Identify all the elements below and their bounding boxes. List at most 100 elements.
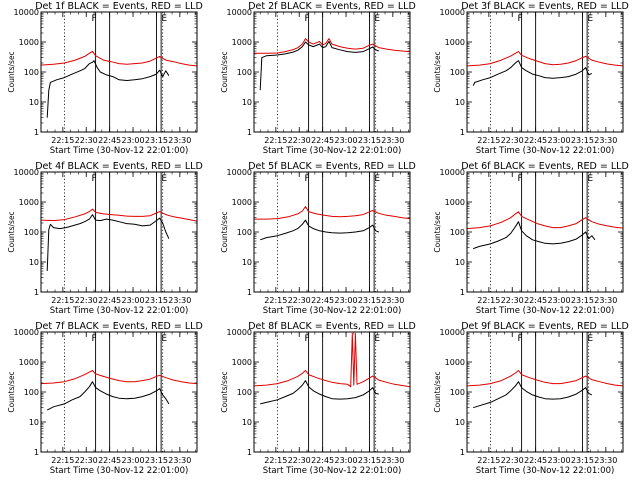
marker-label: F <box>517 174 522 184</box>
x-axis-label: Start Time (30-Nov-12 22:01:00) <box>50 146 189 156</box>
panel-title: Det 5f BLACK = Events, RED = LLD <box>248 161 416 172</box>
y-tick-label: 10 <box>455 258 465 267</box>
y-tick-label: 1000 <box>19 198 39 207</box>
y-tick-label: 1 <box>247 288 252 297</box>
y-tick-label: 100 <box>24 228 39 237</box>
detector-panel-5: Det 5f BLACK = Events, RED = LLD Counts/s… <box>220 161 416 316</box>
x-tick-label: 22:45 <box>311 456 334 465</box>
y-tick-label: 1000 <box>445 38 465 47</box>
x-axis-label: Start Time (30-Nov-12 22:01:00) <box>476 146 615 156</box>
y-tick-label: 10000 <box>227 168 252 177</box>
plot-frame <box>40 331 198 453</box>
plot-frame <box>253 171 411 293</box>
y-axis-label: Counts/sec <box>220 211 229 252</box>
y-tick-label: 10 <box>242 258 252 267</box>
y-tick-label: 100 <box>24 388 39 397</box>
y-axis-label: Counts/sec <box>7 371 16 412</box>
x-axis-label: Start Time (30-Nov-12 22:01:00) <box>263 146 402 156</box>
panel-title: Det 4f BLACK = Events, RED = LLD <box>35 161 203 172</box>
x-tick-label: 22:15 <box>51 296 74 305</box>
x-tick-label: 22:15 <box>264 136 287 145</box>
series-line-events <box>260 219 379 241</box>
series-line-lld <box>466 370 624 387</box>
x-axis-label: Start Time (30-Nov-12 22:01:00) <box>263 466 402 476</box>
y-tick-label: 1000 <box>232 38 252 47</box>
x-tick-label: 22:15 <box>477 456 500 465</box>
x-tick-label: 22:45 <box>98 296 121 305</box>
series-line-events <box>473 221 596 250</box>
x-tick-label: 23:30 <box>381 136 404 145</box>
y-axis-label: Counts/sec <box>433 51 442 92</box>
plot-frame <box>253 331 411 453</box>
x-tick-label: 23:30 <box>594 296 617 305</box>
y-tick-label: 10000 <box>14 8 39 17</box>
y-tick-label: 100 <box>450 228 465 237</box>
x-tick-label: 22:45 <box>311 296 334 305</box>
y-axis-label: Counts/sec <box>7 211 16 252</box>
y-tick-label: 1 <box>247 448 252 457</box>
series-line-lld <box>254 206 411 220</box>
x-tick-label: 22:15 <box>264 296 287 305</box>
x-tick-label: 22:30 <box>75 456 98 465</box>
marker-label: F <box>91 14 96 24</box>
y-tick-label: 1 <box>460 448 465 457</box>
x-tick-label: 23:00 <box>335 456 358 465</box>
x-tick-label: 23:15 <box>145 136 168 145</box>
y-tick-label: 1 <box>247 128 252 137</box>
y-tick-label: 10000 <box>14 328 39 337</box>
x-tick-label: 23:30 <box>381 296 404 305</box>
series-line-lld <box>253 332 411 388</box>
marker-label: E <box>374 174 380 184</box>
panel-title: Det 3f BLACK = Events, RED = LLD <box>461 1 629 12</box>
x-axis-label: Start Time (30-Nov-12 22:01:00) <box>476 306 615 316</box>
y-axis-label: Counts/sec <box>220 51 229 92</box>
x-tick-label: 23:30 <box>168 456 191 465</box>
panel-title: Det 8f BLACK = Events, RED = LLD <box>248 321 416 332</box>
y-tick-label: 10 <box>455 98 465 107</box>
x-tick-label: 23:00 <box>122 456 145 465</box>
x-tick-label: 23:00 <box>548 456 571 465</box>
detector-panel-2: Det 2f BLACK = Events, RED = LLD Counts/s… <box>220 1 416 156</box>
x-tick-label: 23:00 <box>122 296 145 305</box>
series-line-events <box>472 60 593 86</box>
y-tick-label: 10 <box>455 418 465 427</box>
panel-title: Det 2f BLACK = Events, RED = LLD <box>248 1 416 12</box>
x-tick-label: 22:45 <box>311 136 334 145</box>
x-tick-label: 22:45 <box>98 456 121 465</box>
series-line-events <box>46 381 170 411</box>
series-line-lld <box>466 51 624 67</box>
x-tick-label: 22:30 <box>288 456 311 465</box>
series-line-events <box>473 381 593 409</box>
series-line-lld <box>40 370 198 385</box>
x-tick-label: 22:30 <box>75 296 98 305</box>
y-tick-label: 1000 <box>232 198 252 207</box>
y-tick-label: 1 <box>34 448 39 457</box>
x-tick-label: 22:15 <box>477 296 500 305</box>
x-tick-label: 22:15 <box>51 456 74 465</box>
x-tick-label: 22:45 <box>524 456 547 465</box>
y-tick-label: 100 <box>450 68 465 77</box>
x-tick-label: 23:00 <box>122 136 145 145</box>
marker-label: F <box>304 174 309 184</box>
marker-label: E <box>161 334 167 344</box>
y-tick-label: 1000 <box>232 358 252 367</box>
detector-panel-9: Det 9f BLACK = Events, RED = LLD Counts/s… <box>433 321 629 476</box>
x-tick-label: 23:00 <box>548 296 571 305</box>
y-axis-label: Counts/sec <box>433 211 442 252</box>
y-axis-label: Counts/sec <box>433 371 442 412</box>
y-tick-label: 10000 <box>227 8 252 17</box>
x-tick-label: 23:15 <box>571 456 594 465</box>
series-line-lld <box>40 50 198 67</box>
y-tick-label: 1000 <box>445 358 465 367</box>
plot-frame <box>40 11 198 133</box>
y-tick-label: 10 <box>29 418 39 427</box>
plot-frame <box>253 11 411 133</box>
x-tick-label: 23:00 <box>335 296 358 305</box>
y-tick-label: 100 <box>237 228 252 237</box>
x-tick-label: 23:15 <box>571 136 594 145</box>
y-tick-label: 100 <box>24 68 39 77</box>
y-tick-label: 10000 <box>440 8 465 17</box>
x-tick-label: 22:30 <box>501 136 524 145</box>
x-tick-label: 22:15 <box>51 136 74 145</box>
x-axis-label: Start Time (30-Nov-12 22:01:00) <box>263 306 402 316</box>
